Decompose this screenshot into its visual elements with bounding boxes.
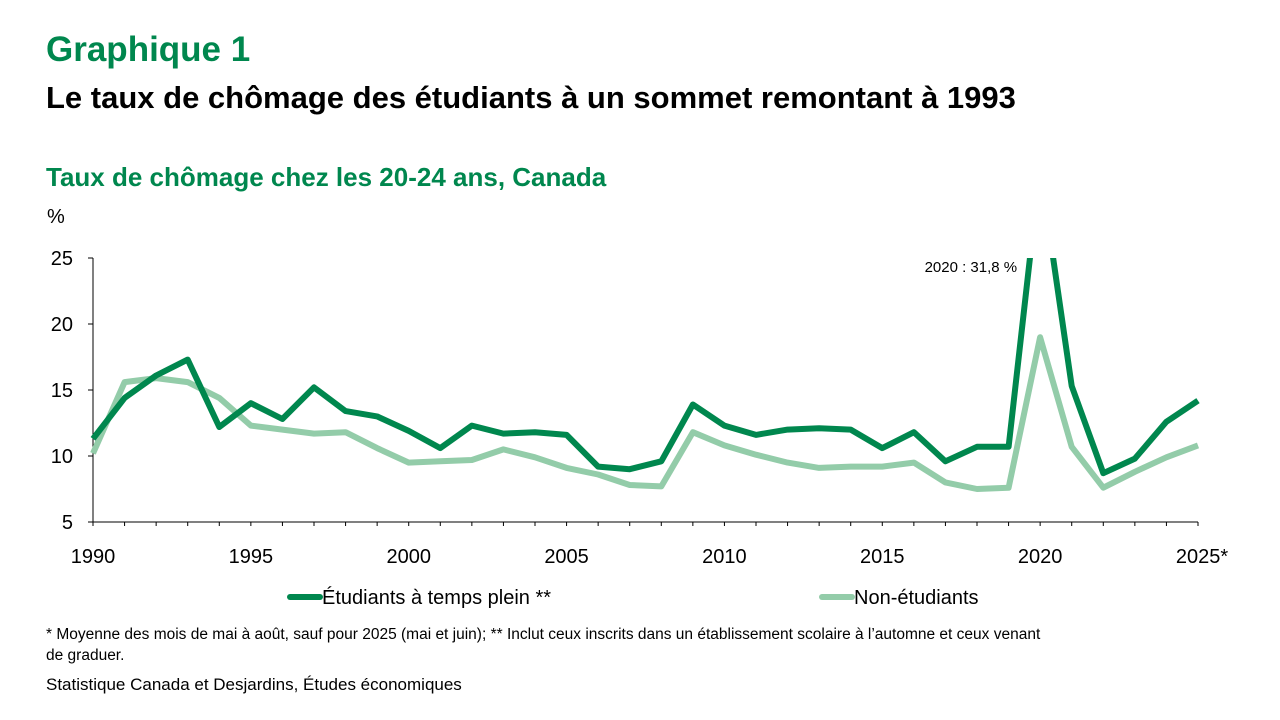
x-tick-label: 1990 — [71, 546, 116, 568]
annotation-label: 2020 : 31,8 % — [925, 259, 1018, 276]
series-line-etudiants-temps-plein — [90, 258, 1200, 477]
chart-subtitle: Le taux de chômage des étudiants à un so… — [46, 80, 1016, 115]
y-tick-label: 20 — [51, 314, 73, 336]
x-tick-label: 2010 — [702, 546, 747, 568]
x-tick-label: 1995 — [229, 546, 274, 568]
chart-heading: Taux de chômage chez les 20-24 ans, Cana… — [46, 162, 607, 192]
footnote: * Moyenne des mois de mai à août, sauf p… — [46, 626, 1041, 664]
y-tick-label: 25 — [51, 248, 73, 270]
x-tick-label: 2000 — [386, 546, 431, 568]
x-tick-label: 2025* — [1176, 546, 1228, 568]
y-tick-label: 10 — [51, 446, 73, 468]
legend-label: Étudiants à temps plein ** — [322, 586, 551, 609]
y-tick-label: 5 — [62, 512, 73, 534]
chart-title: Graphique 1 — [46, 30, 251, 69]
legend-label: Non-étudiants — [854, 587, 979, 609]
source-note: Statistique Canada et Desjardins, Études… — [46, 675, 462, 694]
y-axis-unit-label: % — [47, 206, 65, 228]
x-tick-label: 2015 — [860, 546, 905, 568]
x-tick-label: 2005 — [544, 546, 589, 568]
y-tick-label: 15 — [51, 380, 73, 402]
x-tick-label: 2020 — [1018, 546, 1063, 568]
series-line-non-etudiants — [90, 334, 1200, 492]
